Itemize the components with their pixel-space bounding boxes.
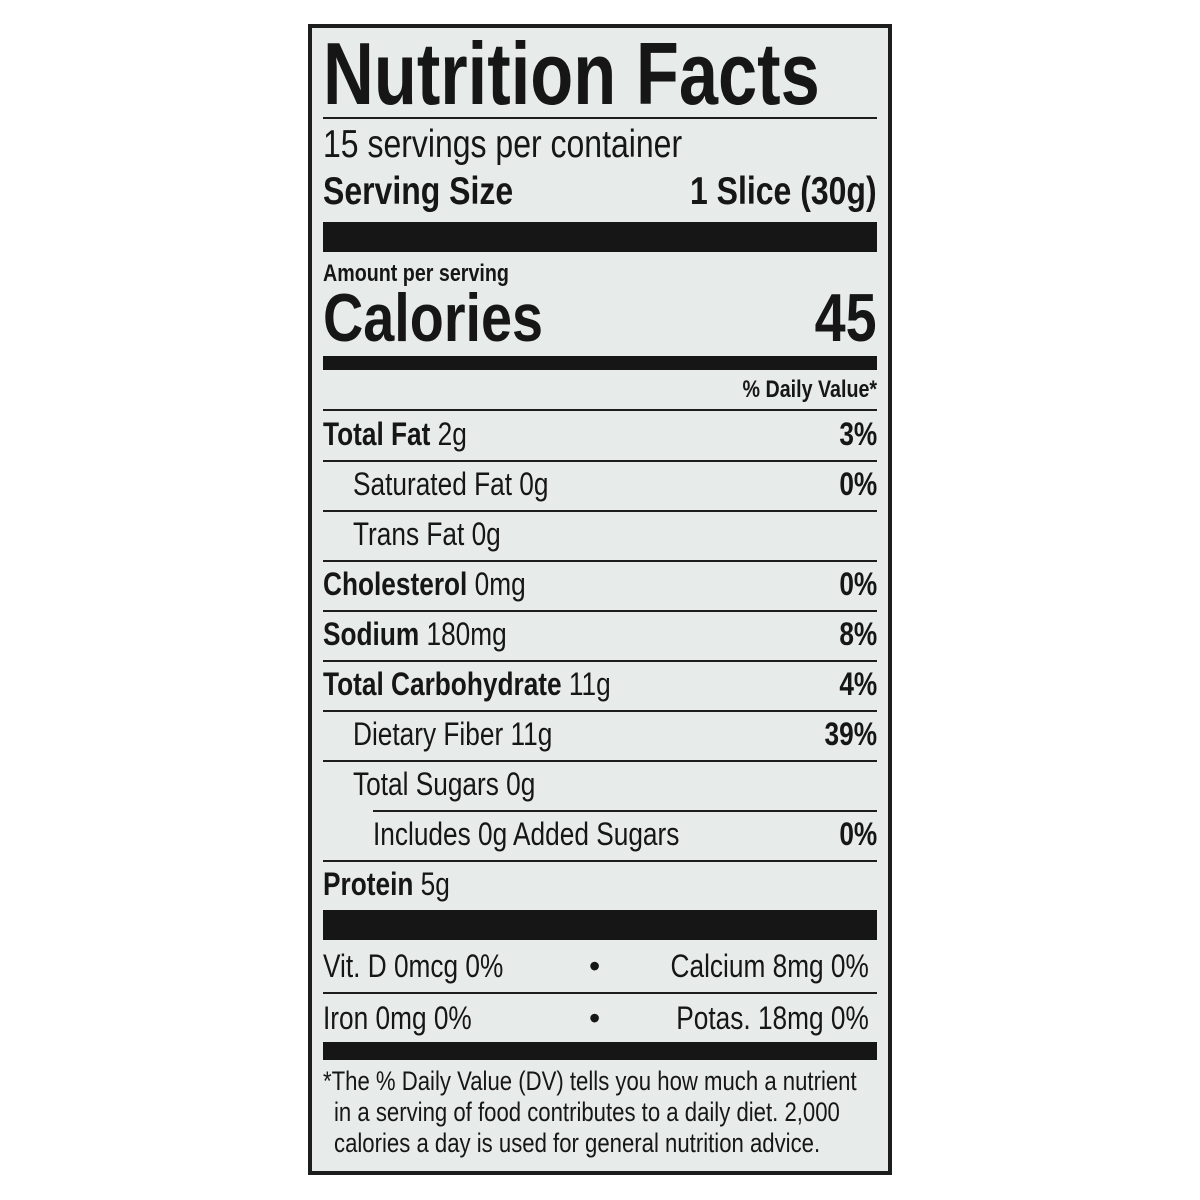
nutrient-name: Total Sugars — [353, 766, 499, 802]
iron: Iron 0mg 0% — [323, 1000, 472, 1036]
footnote-line: in a serving of food contributes to a da… — [334, 1097, 840, 1127]
nutrient-amount: 180mg — [426, 616, 507, 652]
bullet: • — [589, 948, 601, 984]
divider — [323, 560, 877, 562]
nutrient-dv: 0% — [839, 566, 877, 602]
nutrient-dv: 39% — [824, 716, 877, 752]
nutrient-name: Total Carbohydrate — [323, 666, 562, 702]
nutrient-dv: 8% — [839, 616, 877, 652]
nutrient-amount: 5g — [420, 866, 450, 902]
nutrient-amount: 0g — [519, 466, 549, 502]
nutrient-name: Total Fat — [323, 416, 431, 452]
bullet: • — [589, 1000, 601, 1036]
nutrient-amount: 11g — [510, 716, 553, 752]
nutrient-dv: 0% — [839, 466, 877, 502]
nutrient-row: Trans Fat 0g — [323, 514, 877, 554]
amount-per-serving: Amount per serving — [323, 260, 509, 287]
nutrient-row: Total Carbohydrate 11g 4% — [323, 664, 877, 704]
nutrient-row: Saturated Fat 0g 0% — [323, 464, 877, 504]
nutrient-name: Dietary Fiber — [353, 716, 504, 752]
nutrient-name: Protein — [323, 866, 414, 902]
nutrient-row: Dietary Fiber 11g 39% — [323, 714, 877, 754]
nutrient-name: Cholesterol — [323, 566, 468, 602]
nutrient-amount: 0g — [471, 516, 501, 552]
calories-value: 45 — [814, 280, 877, 356]
nutrient-amount: 11g — [568, 666, 611, 702]
serving-size-value: 1 Slice (30g) — [690, 170, 877, 213]
nutrient-row: Total Fat 2g 3% — [323, 414, 877, 454]
divider — [373, 810, 877, 812]
divider — [323, 660, 877, 662]
nutrient-name: Sodium — [323, 616, 420, 652]
nutrition-facts-label: Nutrition Facts 15 servings per containe… — [308, 24, 892, 1175]
divider — [323, 610, 877, 612]
nutrient-row: Includes 0g Added Sugars 0% — [323, 814, 877, 854]
nutrient-amount: 2g — [437, 416, 467, 452]
label-title: Nutrition Facts — [323, 24, 820, 123]
footnote-line: calories a day is used for general nutri… — [334, 1128, 821, 1158]
nutrient-name: Saturated Fat — [353, 466, 512, 502]
nutrient-row: Cholesterol 0mg 0% — [323, 564, 877, 604]
vitamin-d: Vit. D 0mcg 0% — [323, 948, 504, 984]
vitamin-row: Iron 0mg 0% • Potas. 18mg 0% — [323, 998, 877, 1038]
thick-divider — [323, 910, 877, 940]
nutrient-dv: 0% — [839, 816, 877, 852]
potassium: Potas. 18mg 0% — [676, 1000, 869, 1036]
nutrient-dv: 3% — [839, 416, 877, 452]
medium-divider — [323, 1042, 877, 1060]
footnote-line: *The % Daily Value (DV) tells you how mu… — [323, 1066, 857, 1096]
nutrient-row: Protein 5g — [323, 864, 877, 904]
nutrient-amount: 0mg — [474, 566, 526, 602]
divider — [323, 510, 877, 512]
footnote: *The % Daily Value (DV) tells you how mu… — [323, 1066, 877, 1159]
nutrient-row: Total Sugars 0g — [323, 764, 877, 804]
nutrient-row: Sodium 180mg 8% — [323, 614, 877, 654]
thick-divider — [323, 222, 877, 252]
divider — [323, 860, 877, 862]
serving-size-label: Serving Size — [323, 170, 514, 213]
divider — [323, 760, 877, 762]
calories-label: Calories — [323, 280, 544, 356]
calcium: Calcium 8mg 0% — [670, 948, 869, 984]
vitamin-row: Vit. D 0mcg 0% • Calcium 8mg 0% — [323, 946, 877, 986]
nutrient-name: Trans Fat — [353, 516, 465, 552]
servings-per-container: 15 servings per container — [323, 123, 683, 166]
daily-value-header: % Daily Value* — [742, 376, 877, 403]
nutrient-dv: 4% — [839, 666, 877, 702]
nutrient-name: Includes 0g Added Sugars — [373, 816, 680, 852]
divider — [323, 710, 877, 712]
divider — [323, 460, 877, 462]
medium-divider — [323, 356, 877, 370]
nutrient-amount: 0g — [506, 766, 536, 802]
